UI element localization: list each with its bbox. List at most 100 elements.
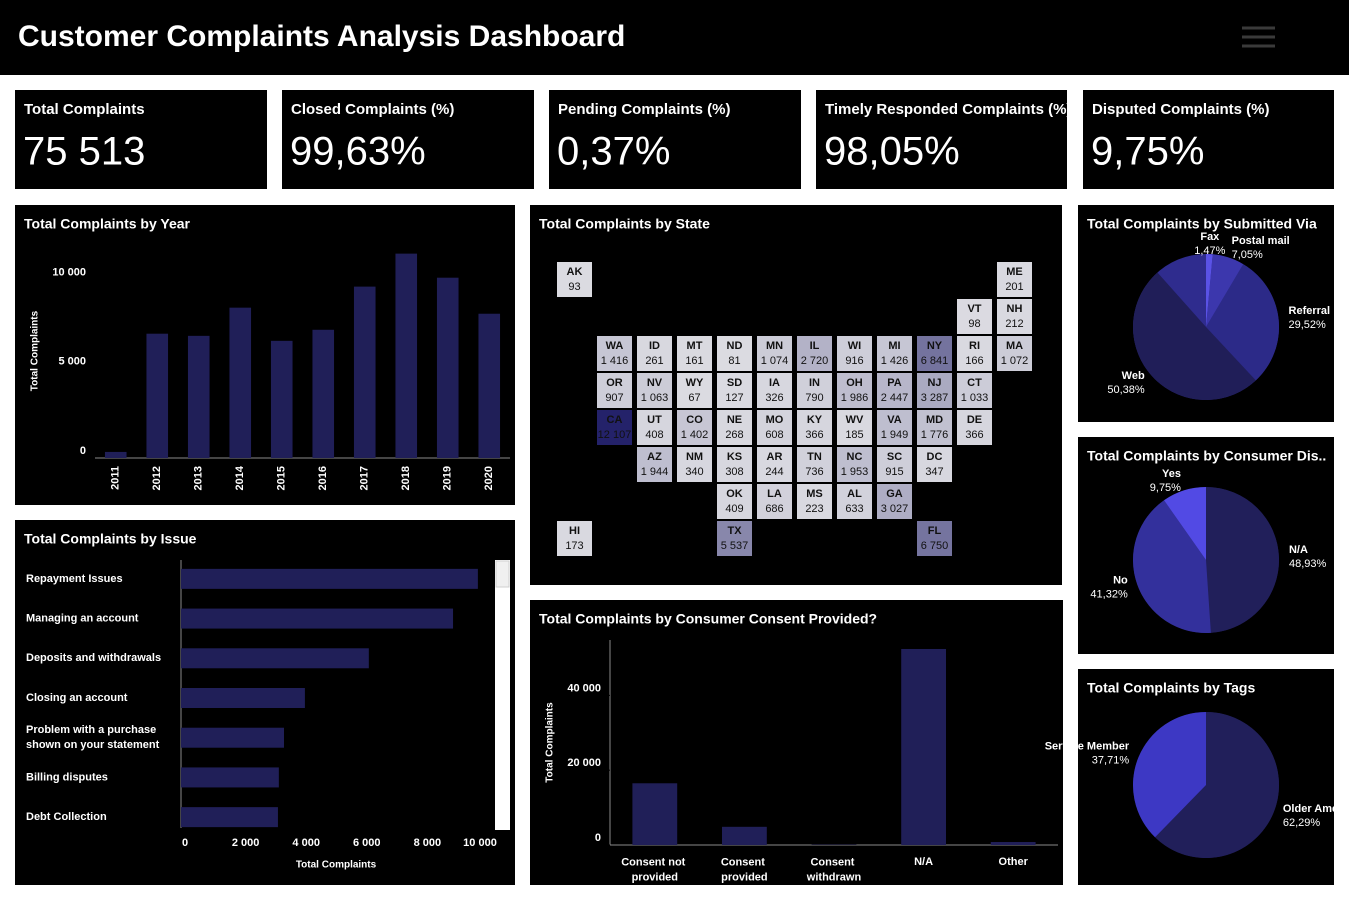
- y-axis-label: Total Complaints: [30, 310, 41, 391]
- state-tile: [557, 521, 592, 556]
- state-abbr: AK: [567, 266, 583, 278]
- state-tile: [877, 484, 912, 519]
- state-abbr: NH: [1007, 303, 1023, 315]
- menu-button[interactable]: [1238, 22, 1280, 54]
- state-abbr: DE: [967, 414, 982, 426]
- state-tile: [637, 447, 672, 482]
- pie-value-label: 9,75%: [1150, 482, 1181, 494]
- state-value: 366: [965, 429, 983, 441]
- y-axis-label: Total Complaints: [545, 702, 556, 783]
- scrollbar[interactable]: [495, 560, 510, 830]
- y-tick-label: 40 000: [567, 682, 601, 694]
- state-tile: [797, 447, 832, 482]
- pie-slice: [1206, 487, 1280, 633]
- state-abbr: WV: [846, 414, 864, 426]
- kpi-value: 75 513: [23, 130, 145, 174]
- label-line: withdrawn: [806, 871, 862, 883]
- pie-slice: [1133, 272, 1256, 400]
- pie-value-label: 41,32%: [1090, 589, 1128, 601]
- state-tile: [797, 336, 832, 371]
- category-label: Problem with a purchase shown on your st…: [26, 724, 160, 751]
- state-value: 93: [568, 281, 580, 293]
- kpi-card: [282, 90, 534, 189]
- state-tile: [677, 410, 712, 445]
- state-value: 3 287: [921, 392, 949, 404]
- state-value: 1 063: [641, 392, 669, 404]
- state-tile: [997, 336, 1032, 371]
- state-value: 12 107: [598, 429, 632, 441]
- state-tile: [717, 484, 752, 519]
- state-value: 408: [645, 429, 663, 441]
- state-value: 3 027: [881, 503, 909, 515]
- category-label: Deposits and withdrawals: [26, 652, 161, 664]
- state-value: 1 402: [681, 429, 709, 441]
- kpi-value: 98,05%: [824, 130, 960, 174]
- state-tile: [917, 410, 952, 445]
- state-abbr: SC: [887, 451, 902, 463]
- state-abbr: OH: [846, 377, 863, 389]
- state-value: 736: [805, 466, 823, 478]
- chart-panel: [530, 600, 1063, 885]
- dashboard-title: Customer Complaints Analysis Dashboard: [18, 20, 625, 53]
- bar: [181, 727, 284, 748]
- x-tick-label: 6 000: [353, 837, 381, 849]
- state-value: 6 750: [921, 540, 949, 552]
- state-abbr: WA: [606, 340, 624, 352]
- bar: [990, 842, 1036, 845]
- y-tick-label: 0: [80, 445, 86, 457]
- state-tile: [597, 410, 632, 445]
- y-tick-label: 20 000: [567, 757, 601, 769]
- state-tile: [717, 373, 752, 408]
- kpi-card: [549, 90, 801, 189]
- state-abbr: TX: [727, 525, 742, 537]
- state-tile: [757, 373, 792, 408]
- x-tick-label: 2020: [483, 466, 495, 490]
- state-tile: [557, 262, 592, 297]
- x-tick-label: 2019: [442, 466, 454, 490]
- state-abbr: VT: [967, 303, 981, 315]
- state-tile: [717, 447, 752, 482]
- state-abbr: RI: [969, 340, 980, 352]
- state-abbr: NC: [847, 451, 863, 463]
- state-tile: [917, 521, 952, 556]
- x-tick-label: 2011: [110, 466, 122, 490]
- state-value: 1 426: [881, 355, 909, 367]
- bar: [181, 807, 278, 828]
- scrollbar-track[interactable]: [495, 560, 510, 830]
- state-value: 347: [925, 466, 943, 478]
- pie-value-label: 29,52%: [1289, 319, 1327, 331]
- state-abbr: DC: [927, 451, 943, 463]
- pie-label: Fax: [1200, 231, 1220, 243]
- state-tile: [877, 336, 912, 371]
- state-value: 6 841: [921, 355, 949, 367]
- state-abbr: MO: [766, 414, 784, 426]
- state-tile: [877, 447, 912, 482]
- state-tile: [797, 484, 832, 519]
- bar: [181, 568, 478, 589]
- state-value: 1 416: [601, 355, 629, 367]
- label-line: Consent: [810, 856, 857, 868]
- pie-slice: [1164, 487, 1206, 560]
- state-tile: [957, 299, 992, 334]
- state-value: 98: [968, 318, 980, 330]
- scrollbar-thumb[interactable]: [495, 560, 510, 588]
- state-abbr: WI: [848, 340, 861, 352]
- state-value: 1 986: [841, 392, 869, 404]
- state-tile: [917, 447, 952, 482]
- x-tick-label: 4 000: [292, 837, 320, 849]
- state-value: 790: [805, 392, 823, 404]
- state-value: 173: [565, 540, 583, 552]
- state-abbr: OR: [606, 377, 623, 389]
- state-abbr: FL: [928, 525, 942, 537]
- state-abbr: PA: [887, 377, 902, 389]
- pie-label: N/A: [1289, 544, 1308, 556]
- bar: [436, 277, 459, 458]
- state-value: 326: [765, 392, 783, 404]
- x-tick-label: 2015: [276, 466, 288, 490]
- kpi-label: Total Complaints: [24, 101, 145, 118]
- chart-title: Total Complaints by Issue: [24, 531, 197, 547]
- bar: [181, 688, 305, 708]
- state-abbr: MT: [687, 340, 703, 352]
- x-tick-label: Consent not provided: [621, 856, 688, 883]
- category-label: Closing an account: [26, 692, 128, 704]
